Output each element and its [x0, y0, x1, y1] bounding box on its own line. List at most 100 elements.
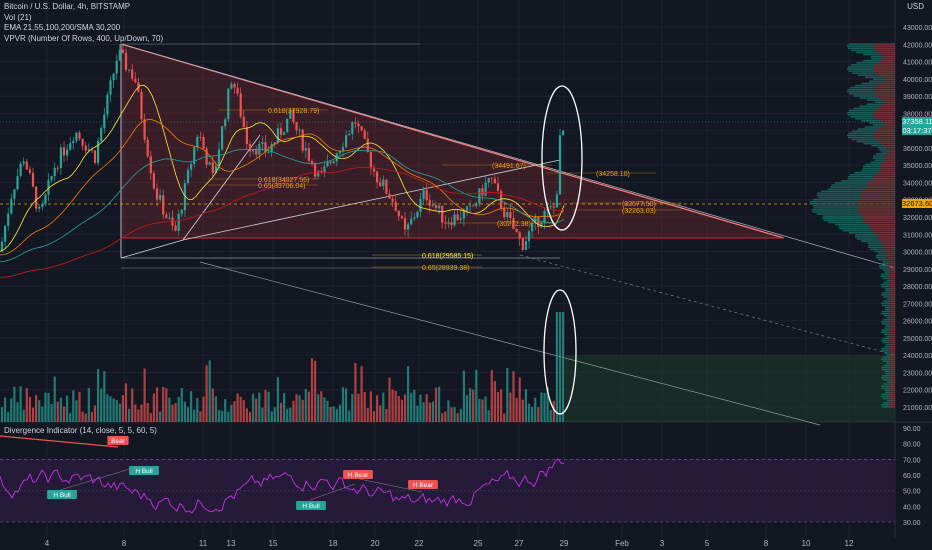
volume-bar	[233, 401, 236, 422]
candle-body	[320, 171, 323, 173]
price-annotations	[208, 109, 682, 268]
vpvr-bar-down	[876, 95, 895, 97]
vpvr-bar-up	[879, 267, 889, 269]
volume-bar	[56, 401, 59, 422]
vpvr-bar-up	[884, 327, 891, 329]
vpvr-bar-down	[876, 107, 895, 110]
candle-body	[4, 225, 7, 242]
volume-bar	[444, 411, 447, 422]
volume-bar	[351, 394, 354, 422]
ema-legend[interactable]: EMA 21,55,100,200/SMA 30,200	[4, 23, 121, 32]
volume-bar	[512, 371, 515, 422]
volume-bar	[521, 399, 524, 422]
candle-body	[233, 84, 236, 88]
vpvr-bar-down	[889, 304, 895, 307]
vpvr-bar-up	[827, 188, 865, 190]
ascending-line	[182, 159, 561, 241]
vpvr-bar-down	[881, 126, 895, 128]
candle-body	[131, 69, 134, 79]
vpvr-bar-up	[881, 310, 890, 313]
vpvr-bar-up	[882, 269, 890, 271]
symbol-legend[interactable]: Bitcoin / U.S. Dollar, 4h, BITSTAMP	[4, 2, 131, 11]
volume-bar	[134, 404, 137, 422]
vpvr-bar-down	[884, 144, 895, 147]
vpvr-bar-up	[847, 47, 874, 50]
vpvr-bar-up	[881, 329, 889, 331]
candle-body	[31, 172, 35, 187]
vpvr-bar-down	[880, 59, 895, 62]
vpvr-bar-up	[867, 246, 883, 248]
vpvr-bar-down	[889, 281, 895, 284]
candle-body	[515, 228, 518, 233]
candle-body	[106, 94, 109, 115]
volume-bar	[50, 403, 53, 422]
vpvr-bar-up	[871, 144, 885, 147]
candle-body	[190, 164, 193, 170]
vpvr-bar-up	[849, 93, 875, 95]
vpvr-bar-up	[868, 244, 884, 246]
vpvr-bar-up	[883, 281, 890, 284]
vpvr-bar-up	[812, 211, 858, 213]
volume-bar	[481, 399, 484, 422]
vpvr-bar-up	[881, 406, 890, 408]
candle-body	[425, 190, 428, 201]
vpvr-bar-up	[859, 105, 879, 108]
time-axis-label: 13	[227, 539, 236, 548]
divergence-label: H Bull	[53, 492, 71, 499]
volume-bar	[258, 392, 261, 422]
volume-bar	[546, 387, 549, 422]
vpvr-bar-up	[875, 153, 887, 155]
volume-bar	[549, 409, 552, 422]
candle-body	[304, 148, 307, 151]
volume-bar	[103, 371, 106, 422]
volume-bar	[165, 388, 168, 422]
poc-price-tag: 32673.60	[902, 199, 932, 208]
candle-body	[441, 205, 444, 223]
candle-body	[289, 109, 292, 119]
candle-body	[183, 183, 186, 211]
vpvr-bar-up	[885, 354, 891, 356]
vpvr-bar-up	[850, 49, 876, 52]
indicator-axis-label: 70.00	[903, 457, 921, 464]
vpvr-bar-up	[880, 275, 889, 278]
volume-legend[interactable]: Vol (21)	[4, 12, 32, 22]
vpvr-bar-down	[879, 169, 895, 172]
volume-bar	[264, 389, 267, 422]
vpvr-bar-down	[870, 180, 895, 182]
volume-bar	[363, 391, 366, 422]
currency-label: USD	[907, 2, 924, 11]
vpvr-bar-up	[847, 88, 874, 91]
candle-body	[326, 161, 329, 167]
volume-bar	[345, 388, 348, 422]
volume-bar	[62, 406, 66, 422]
vpvr-bar-up	[864, 126, 882, 128]
volume-bar	[295, 394, 298, 422]
volume-bar	[509, 392, 512, 422]
volume-bar	[124, 383, 128, 422]
vpvr-bar-up	[838, 225, 870, 228]
divergence-indicator-legend[interactable]: Divergence Indicator (14, close, 5, 5, 6…	[4, 426, 157, 435]
candle-body	[13, 189, 16, 199]
price-axis-label: 25000.00	[903, 336, 932, 343]
vpvr-bar-up	[882, 379, 890, 381]
volume-bar	[270, 411, 273, 422]
vpvr-bar-down	[888, 395, 895, 398]
candle-body	[431, 204, 434, 206]
vpvr-bar-up	[885, 391, 891, 394]
volume-bar	[93, 405, 97, 422]
vpvr-legend[interactable]: VPVR (Number Of Rows, 400, Up/Down, 70)	[4, 33, 164, 43]
vpvr-bar-down	[873, 88, 895, 91]
candle-body	[407, 224, 410, 230]
divergence-label: H Bear	[348, 472, 369, 479]
vpvr-bar-up	[813, 207, 859, 209]
vpvr-bar-up	[882, 277, 890, 280]
vpvr-bar-down	[890, 372, 895, 375]
divergence-label-bg	[47, 490, 77, 499]
volume-bar	[307, 391, 310, 422]
candle-body	[112, 73, 115, 81]
candle-body	[143, 119, 146, 140]
time-axis-label: 5	[705, 539, 710, 548]
time-axis-label: 25	[474, 539, 483, 548]
candle-body	[90, 149, 93, 151]
